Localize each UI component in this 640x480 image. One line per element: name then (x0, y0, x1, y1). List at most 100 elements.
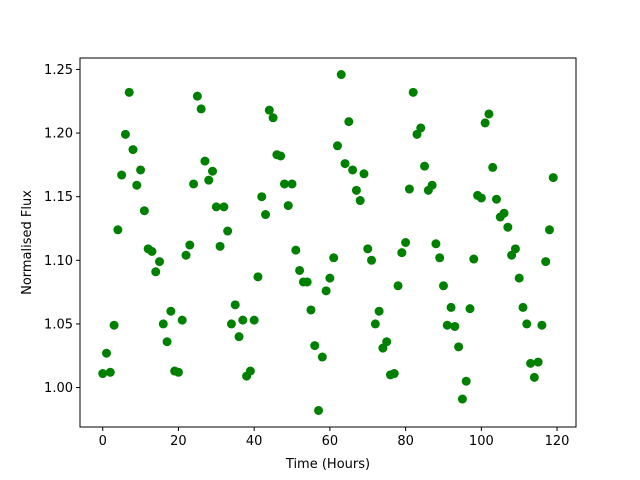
plot-frame (79, 57, 577, 428)
x-tick-label: 20 (170, 434, 187, 449)
data-point (287, 179, 297, 189)
y-tick-label: 1.25 (44, 63, 73, 78)
x-tick-label: 0 (99, 434, 107, 449)
data-point (397, 248, 407, 258)
data-point (545, 225, 554, 235)
data-point (332, 141, 342, 151)
x-axis: 0 20 40 60 80 100 120 (99, 427, 569, 449)
data-point (98, 369, 108, 379)
data-point (162, 337, 172, 347)
x-tick-label: 60 (322, 434, 339, 449)
data-point (268, 113, 278, 123)
data-point (177, 315, 187, 325)
data-point (279, 179, 289, 189)
data-point (151, 267, 161, 277)
data-point (181, 250, 191, 260)
x-tick-label: 80 (397, 434, 414, 449)
data-point (283, 201, 293, 211)
data-point (226, 319, 236, 329)
data-point (208, 166, 218, 176)
data-point (476, 193, 486, 203)
data-point (499, 208, 509, 218)
y-tick-label: 1.20 (44, 127, 73, 142)
data-point (404, 184, 414, 194)
data-point (257, 192, 267, 202)
data-point (488, 162, 498, 172)
data-point (223, 226, 233, 236)
data-points (98, 70, 558, 415)
data-point (310, 341, 320, 351)
y-tick-label: 1.15 (44, 190, 73, 205)
data-point (105, 367, 115, 377)
data-point (450, 321, 460, 331)
data-point (124, 87, 134, 97)
y-tick-label: 1.05 (44, 317, 73, 332)
data-point (548, 173, 558, 183)
data-point (541, 257, 551, 267)
data-point (457, 394, 467, 404)
data-point (329, 253, 339, 263)
data-point (469, 254, 479, 264)
data-point (109, 320, 119, 330)
data-point (234, 332, 244, 342)
data-point (484, 109, 494, 119)
y-tick-label: 1.10 (44, 254, 73, 269)
data-point (314, 405, 324, 415)
data-point (427, 180, 437, 190)
data-point (393, 281, 403, 291)
data-point (480, 118, 490, 128)
data-point (442, 320, 452, 330)
data-point (529, 372, 539, 382)
data-point (147, 246, 157, 256)
data-point (325, 273, 335, 283)
data-point (438, 281, 448, 291)
data-point (264, 105, 274, 115)
data-point (416, 123, 426, 133)
data-point (518, 302, 528, 312)
data-point (173, 367, 183, 377)
data-point (344, 117, 354, 127)
data-point (204, 175, 214, 185)
data-point (189, 179, 199, 189)
y-axis: 1.00 1.05 1.10 1.15 1.20 1.25 (44, 63, 80, 396)
data-point (158, 319, 168, 329)
data-point (215, 241, 225, 251)
data-point (295, 265, 305, 275)
data-point (420, 161, 430, 171)
data-point (155, 257, 165, 267)
y-tick-label: 1.00 (44, 381, 73, 396)
data-point (446, 302, 456, 312)
data-point (302, 277, 312, 287)
data-point (537, 320, 547, 330)
data-point (389, 369, 399, 379)
x-tick-label: 40 (246, 434, 263, 449)
data-point (363, 244, 373, 254)
data-point (200, 156, 210, 166)
data-point (408, 87, 418, 97)
data-point (306, 305, 316, 315)
data-point (522, 319, 532, 329)
data-point (454, 342, 464, 352)
data-point (321, 286, 331, 296)
data-point (533, 357, 543, 367)
data-point (510, 244, 520, 254)
data-point (185, 240, 195, 250)
x-axis-label: Time (Hours) (285, 457, 370, 472)
data-point (139, 206, 149, 216)
data-point (340, 159, 350, 169)
x-tick-label: 100 (469, 434, 494, 449)
data-point (113, 225, 123, 235)
data-point (359, 169, 369, 179)
data-point (526, 358, 536, 368)
data-point (166, 306, 176, 316)
data-point (374, 306, 384, 316)
data-point (491, 194, 501, 204)
data-point (355, 196, 365, 206)
data-point (431, 239, 441, 249)
data-point (253, 272, 263, 282)
data-point (401, 238, 411, 247)
data-point (367, 255, 377, 265)
data-point (117, 170, 127, 180)
